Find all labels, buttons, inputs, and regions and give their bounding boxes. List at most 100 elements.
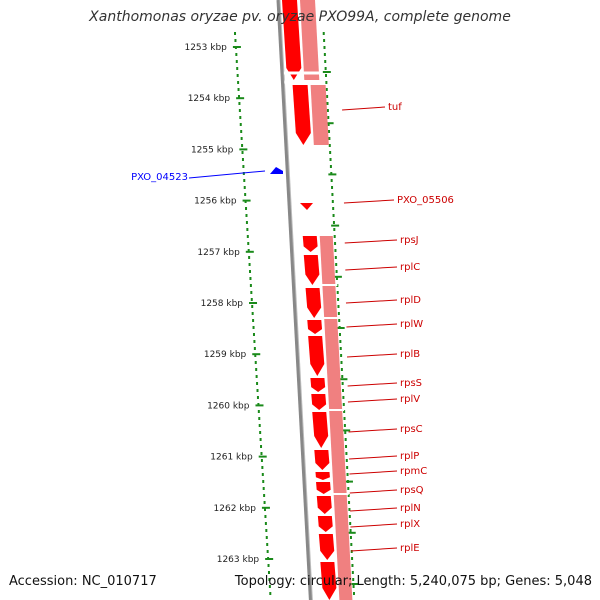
gene-block-cluster [311, 394, 327, 410]
scale-dot-right [333, 228, 336, 231]
leader-line [349, 455, 398, 460]
scale-dot-right [352, 592, 355, 595]
scale-dot-right [334, 242, 337, 245]
scale-tick-label: 1256 kbp [194, 197, 237, 207]
scale-dot-right [343, 410, 346, 413]
leader-line [350, 523, 398, 528]
scale-dot-right [342, 389, 345, 392]
scale-dot-right [336, 291, 339, 294]
scale-dot-right [324, 74, 327, 77]
scale-dot-right [349, 522, 352, 525]
scale-dot-right [352, 578, 355, 581]
scale-dot-left [251, 305, 254, 308]
scale-dot-left [256, 396, 259, 399]
scale-dot-left [267, 564, 270, 567]
scale-dot-right [327, 116, 330, 119]
scale-tick-label: 1257 kbp [197, 248, 240, 258]
scale-dot-right [342, 396, 345, 399]
scale-dot-right [328, 137, 331, 140]
gene-block-pxo-05506 [300, 203, 313, 210]
scale-tick-label: 1260 kbp [207, 401, 250, 411]
scale-dot-right [331, 186, 334, 189]
gene-block-cluster [314, 450, 330, 470]
scale-dot-right [334, 256, 337, 259]
scale-dot-right [332, 221, 335, 224]
scale-dot-left [245, 221, 248, 224]
scale-dot-right [329, 165, 332, 168]
scale-tick-label: 1262 kbp [214, 504, 257, 514]
gene-label: rplC [400, 262, 420, 273]
scale-dot-left [260, 445, 263, 448]
scale-dot-right [329, 151, 332, 154]
scale-dot-left [249, 277, 252, 280]
scale-dot-right [340, 368, 343, 371]
gene-block-tuf [292, 85, 311, 145]
gene-block-cluster [315, 472, 330, 480]
scale-dot-right [326, 102, 329, 105]
leader-line [349, 470, 398, 475]
scale-dot-right [338, 333, 341, 336]
scale-dot-left [262, 487, 265, 490]
leader-line [346, 323, 398, 328]
genome-title: Xanthomonas oryzae pv. oryzae PXO99A, co… [89, 9, 511, 25]
scale-dot-left [242, 165, 245, 168]
gene-label: rplE [400, 543, 420, 554]
accession-text: Accession: NC_010717 [9, 574, 157, 589]
leader-line [348, 428, 398, 433]
leader-line [347, 382, 398, 387]
scale-dot-right [325, 88, 328, 91]
scale-dot-right [348, 501, 351, 504]
gene-label: PXO_04523 [131, 172, 188, 183]
scale-dot-left [234, 32, 237, 35]
scale-dot-right [341, 382, 344, 385]
scale-dot-right [324, 67, 327, 70]
scale-dot-right [325, 81, 328, 84]
scale-dot-left [241, 158, 244, 161]
scale-dot-right [344, 438, 347, 441]
scale-dot-left [242, 172, 245, 175]
scale-dot-left [246, 235, 249, 238]
scale-dot-left [248, 256, 251, 259]
leader-line [350, 547, 398, 552]
backbone-line [276, 0, 312, 600]
scale-dot-left [243, 179, 246, 182]
scale-dot-right [349, 536, 352, 539]
scale-dot-left [250, 298, 253, 301]
scale-dot-right [335, 277, 338, 280]
leader-line [347, 398, 398, 403]
gene-label: rpsQ [400, 485, 424, 496]
gene-label: rpsS [400, 378, 422, 389]
leader-line [344, 239, 398, 244]
scale-dot-left [253, 340, 256, 343]
scale-dot-left [266, 550, 269, 553]
scale-dot-right [333, 235, 336, 238]
scale-dot-left [266, 543, 269, 546]
gene-block-cluster [303, 255, 320, 285]
scale-dot-left [268, 585, 271, 588]
scale-dot-right [323, 39, 326, 42]
gene-label: rplB [400, 349, 420, 360]
scale-dot-right [335, 270, 338, 273]
leader-line [188, 170, 266, 179]
leader-line [343, 199, 395, 204]
gene-block-tuf-shadow [310, 85, 329, 145]
scale-dot-left [244, 193, 247, 196]
scale-dot-right [344, 431, 347, 434]
scale-dot-right [347, 487, 350, 490]
scale-dot-right [324, 60, 327, 63]
gene-label: rplV [400, 394, 420, 405]
gene-label: PXO_05506 [397, 195, 454, 206]
scale-dot-right [341, 375, 344, 378]
scale-dot-left [248, 263, 251, 266]
scale-dot-left [234, 39, 237, 42]
gene-block-cluster [312, 412, 329, 448]
scale-tick-label: 1253 kbp [184, 43, 227, 53]
leader-line [350, 507, 398, 512]
scale-dot-left [247, 242, 250, 245]
scale-dot-left [262, 480, 265, 483]
scale-dot-right [334, 249, 337, 252]
scale-dot-left [250, 291, 253, 294]
scale-dot-right [326, 109, 329, 112]
gene-block-cluster [302, 236, 318, 252]
